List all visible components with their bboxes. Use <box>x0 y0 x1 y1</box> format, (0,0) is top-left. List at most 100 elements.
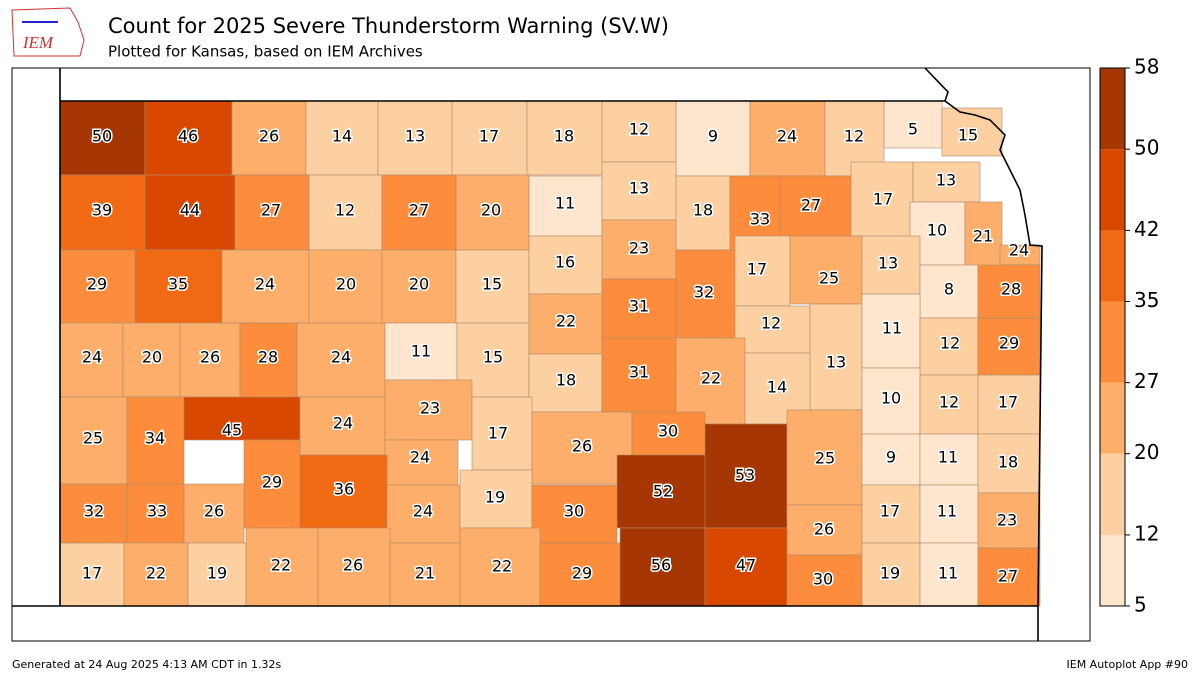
county <box>786 409 863 506</box>
county <box>126 396 185 485</box>
county-value: 14 <box>332 127 352 146</box>
county <box>704 527 788 607</box>
county <box>919 542 979 607</box>
county-value: 17 <box>998 393 1018 412</box>
county <box>941 107 1003 157</box>
county-value: 25 <box>819 269 839 288</box>
logo-outline <box>11 7 85 57</box>
county-value: 29 <box>87 275 107 294</box>
county <box>455 249 530 324</box>
county <box>299 396 386 456</box>
county-value: 25 <box>83 429 103 448</box>
county <box>243 439 301 529</box>
colorbar-segment <box>1100 68 1125 150</box>
county-value: 36 <box>334 480 354 499</box>
county-value: 27 <box>261 201 281 220</box>
county-value: 11 <box>938 448 958 467</box>
county-value: 23 <box>420 399 440 418</box>
county-value: 12 <box>629 120 649 139</box>
county-value: 24 <box>410 448 430 467</box>
county <box>734 305 811 354</box>
county-value: 28 <box>258 348 278 367</box>
county-value: 24 <box>1009 241 1029 260</box>
county-value: 17 <box>880 502 900 521</box>
county-value: 17 <box>488 424 508 443</box>
state-outline <box>12 67 1043 641</box>
county-value: 5 <box>908 120 918 139</box>
county-value: 12 <box>940 334 960 353</box>
county <box>919 374 979 435</box>
county-value: 30 <box>813 570 833 589</box>
county-value: 24 <box>331 348 351 367</box>
county <box>861 293 921 369</box>
colorbar-tick-label: 20 <box>1134 440 1159 464</box>
county <box>59 483 128 544</box>
county <box>59 174 146 251</box>
county <box>389 542 461 607</box>
county <box>734 235 791 307</box>
county <box>601 161 677 221</box>
county-value: 12 <box>844 127 864 146</box>
county-value: 29 <box>262 473 282 492</box>
county <box>183 483 245 544</box>
county-value: 50 <box>92 127 112 146</box>
county <box>631 411 706 456</box>
county-value: 11 <box>555 194 575 213</box>
colorbar-tick-label: 12 <box>1134 521 1159 545</box>
colorbar-segment <box>1100 534 1125 606</box>
county-value: 32 <box>84 502 104 521</box>
county <box>601 219 677 280</box>
county <box>539 542 621 607</box>
county <box>786 554 863 607</box>
county-value: 22 <box>146 564 166 583</box>
county-value: 45 <box>222 421 242 440</box>
county-value: 12 <box>335 201 355 220</box>
county-value: 13 <box>405 127 425 146</box>
county-value: 26 <box>204 502 224 521</box>
county <box>296 322 386 398</box>
county-value: 18 <box>693 201 713 220</box>
county <box>179 322 241 398</box>
county-value: 8 <box>944 280 954 299</box>
county <box>528 353 603 413</box>
county-value: 17 <box>747 260 767 279</box>
county-value: 24 <box>82 348 102 367</box>
county-value: 30 <box>564 502 584 521</box>
county-value: 24 <box>413 502 433 521</box>
county-value: 24 <box>255 275 275 294</box>
county <box>245 527 319 607</box>
county-value: 26 <box>814 520 834 539</box>
county <box>779 175 852 246</box>
county <box>384 379 473 441</box>
county <box>59 100 146 176</box>
county-value: 18 <box>998 453 1018 472</box>
colorbar-segment <box>1100 301 1125 383</box>
county-value: 31 <box>629 363 649 382</box>
county-value: 10 <box>881 389 901 408</box>
colorbar-tick-label: 35 <box>1134 288 1159 312</box>
county-value: 39 <box>92 201 112 220</box>
colorbar-segment <box>1100 453 1125 535</box>
county-value: 15 <box>958 126 978 145</box>
county-value: 20 <box>409 275 429 294</box>
county <box>977 492 1041 549</box>
colorbar-tick-label: 50 <box>1134 136 1159 160</box>
county-value: 15 <box>483 348 503 367</box>
county <box>59 542 125 607</box>
county-value: 26 <box>572 437 592 456</box>
county <box>601 278 677 339</box>
county-value: 27 <box>998 567 1018 586</box>
county <box>528 175 603 237</box>
county <box>381 249 457 324</box>
county-value: 35 <box>168 275 188 294</box>
county <box>850 161 914 237</box>
county <box>912 161 981 203</box>
county <box>919 433 979 486</box>
county <box>459 527 541 607</box>
county-value: 52 <box>653 482 673 501</box>
county-value: 17 <box>873 190 893 209</box>
county <box>601 337 677 413</box>
colorbar-segment <box>1100 382 1125 454</box>
